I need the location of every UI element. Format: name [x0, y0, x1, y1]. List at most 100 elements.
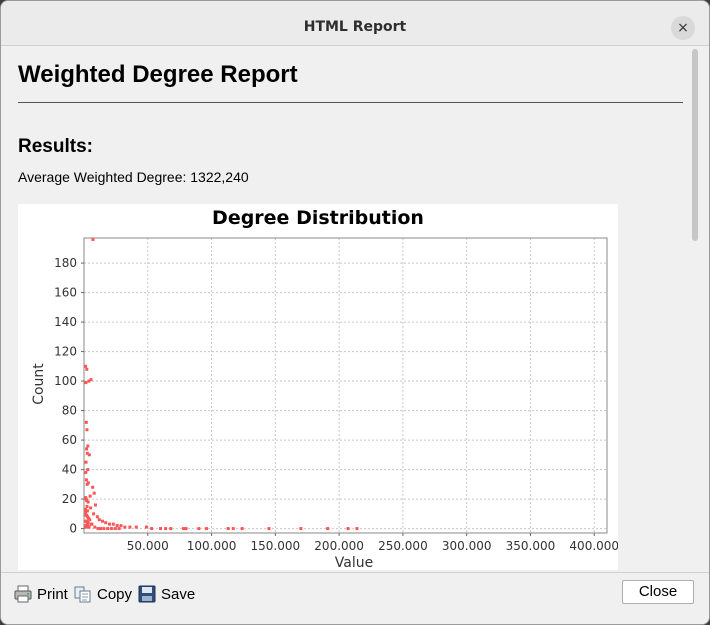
data-point	[86, 521, 90, 525]
report-title: Weighted Degree Report	[18, 61, 298, 88]
copy-label: Copy	[97, 585, 133, 603]
y-tick-label: 40	[62, 463, 77, 477]
x-tick-label: 350.000	[506, 539, 556, 553]
data-point	[84, 471, 88, 475]
data-point	[84, 478, 88, 482]
x-axis-label: Value	[335, 555, 373, 570]
window-title: HTML Report	[303, 19, 407, 35]
x-axis-ticks: 50.000 100.000 150.000 200.000 250.000 300.00…	[127, 533, 619, 553]
window-close-button[interactable]: ×	[671, 16, 695, 40]
close-icon: ×	[677, 20, 689, 36]
data-point	[108, 522, 112, 526]
data-point	[87, 453, 91, 457]
data-point	[100, 519, 104, 523]
print-button[interactable]: Print	[14, 585, 68, 603]
data-point	[84, 510, 88, 514]
data-point	[92, 512, 96, 516]
data-point	[299, 527, 303, 531]
y-tick-label: 120	[54, 345, 77, 359]
y-tick-label: 0	[69, 522, 77, 536]
data-point	[84, 420, 88, 424]
data-point	[119, 524, 123, 528]
data-point	[164, 527, 168, 531]
data-point	[97, 518, 101, 522]
data-point	[84, 364, 88, 368]
data-point	[159, 527, 163, 531]
vertical-scrollbar[interactable]	[689, 47, 700, 570]
data-point	[109, 527, 113, 531]
data-point	[87, 525, 91, 529]
data-point	[150, 527, 154, 531]
average-weighted-degree: Average Weighted Degree: 1322,240	[18, 169, 249, 185]
y-tick-label: 160	[54, 286, 77, 300]
data-point	[184, 527, 188, 531]
y-axis-label: Count	[31, 363, 47, 405]
data-point	[85, 504, 89, 508]
data-point	[111, 522, 115, 526]
data-point	[89, 378, 93, 382]
x-tick-label: 100.000	[187, 539, 237, 553]
data-point	[85, 367, 89, 371]
data-point	[86, 468, 90, 472]
data-point	[267, 527, 271, 531]
data-point	[197, 527, 201, 531]
data-point	[117, 527, 121, 531]
data-point	[134, 525, 138, 529]
data-point	[87, 379, 91, 383]
title-divider	[18, 102, 683, 103]
data-point	[226, 527, 230, 531]
x-tick-label: 400.000	[569, 539, 618, 553]
data-point	[169, 527, 173, 531]
scrollbar-thumb[interactable]	[692, 49, 698, 241]
data-point	[113, 527, 117, 531]
data-point	[240, 527, 244, 531]
data-point	[85, 509, 89, 513]
data-point	[88, 494, 92, 498]
data-point	[90, 522, 94, 526]
chart-title: Degree Distribution	[212, 207, 424, 229]
data-point	[85, 447, 89, 451]
data-point	[93, 525, 97, 529]
plot-area	[83, 237, 608, 534]
y-tick-label: 100	[54, 374, 77, 388]
data-point	[181, 527, 185, 531]
data-point	[231, 527, 235, 531]
data-point	[102, 527, 106, 531]
x-tick-label: 200.000	[314, 539, 364, 553]
data-point	[204, 527, 208, 531]
data-point	[123, 525, 127, 529]
data-point	[86, 444, 90, 448]
copy-icon	[74, 586, 91, 603]
data-point	[92, 491, 96, 495]
data-point	[85, 451, 89, 455]
close-button[interactable]: Close	[622, 580, 694, 604]
y-tick-label: 140	[54, 315, 77, 329]
report-content: Weighted Degree Report Results: Average …	[10, 47, 688, 570]
y-axis-ticks: 0 20 40 60 80 100 120 140 160 180	[54, 256, 84, 536]
data-point	[326, 527, 330, 531]
grid-lines	[84, 238, 607, 533]
data-point	[85, 482, 89, 486]
y-tick-label: 80	[62, 404, 77, 418]
data-point	[346, 527, 350, 531]
data-point	[96, 527, 100, 531]
data-point	[88, 518, 92, 522]
data-point	[145, 525, 149, 529]
data-point	[115, 524, 119, 528]
data-point	[128, 525, 132, 529]
chart-svg: Degree Distribution 0 20 40 60 80 100 120 140 16…	[31, 207, 619, 570]
x-tick-label: 300.000	[442, 539, 492, 553]
save-button[interactable]: Save	[138, 585, 195, 603]
footer-toolbar: Print Copy Save Close	[1, 572, 709, 624]
data-point	[106, 527, 110, 531]
copy-button[interactable]: Copy	[74, 585, 132, 603]
save-label: Save	[161, 585, 196, 603]
y-tick-label: 20	[62, 492, 77, 506]
data-point	[83, 507, 87, 511]
data-points	[83, 237, 359, 531]
data-point	[95, 515, 99, 519]
data-point	[84, 381, 88, 385]
x-tick-label: 50.000	[127, 539, 169, 553]
data-point	[104, 521, 108, 525]
